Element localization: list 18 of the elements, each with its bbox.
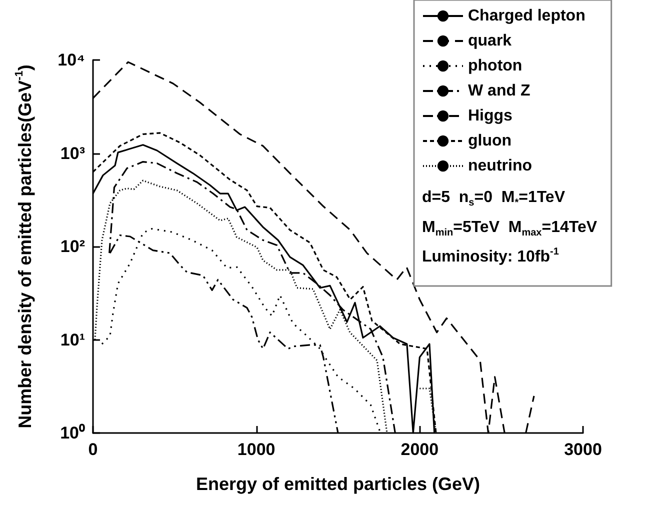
y-tick-label: 10² [60,237,86,256]
x-tick-label: 3000 [564,440,602,459]
y-tick-label: 10¹ [60,330,86,350]
legend-label: W and Z [468,82,530,100]
legend-label: Higgs [468,108,513,124]
x-tick-label: 2000 [400,440,439,459]
legend-label: photon [468,58,522,74]
y-tick-label: 10⁰ [60,424,85,442]
legend-label: Charged lepton [468,8,586,24]
y-axis-title: Number density of emitted particles(GeV-1) [14,64,35,428]
legend-label: gluon [468,132,512,150]
y-tick-label: 10³ [60,144,86,163]
x-tick-label: 1000 [237,440,276,459]
y-tick-label: 10⁴ [58,50,85,70]
legend-label: quark [468,32,512,50]
x-tick-label: 0 [88,440,98,459]
x-axis-title: Energy of emitted particles (GeV) [196,474,480,494]
legend-label: neutrino [468,158,532,174]
